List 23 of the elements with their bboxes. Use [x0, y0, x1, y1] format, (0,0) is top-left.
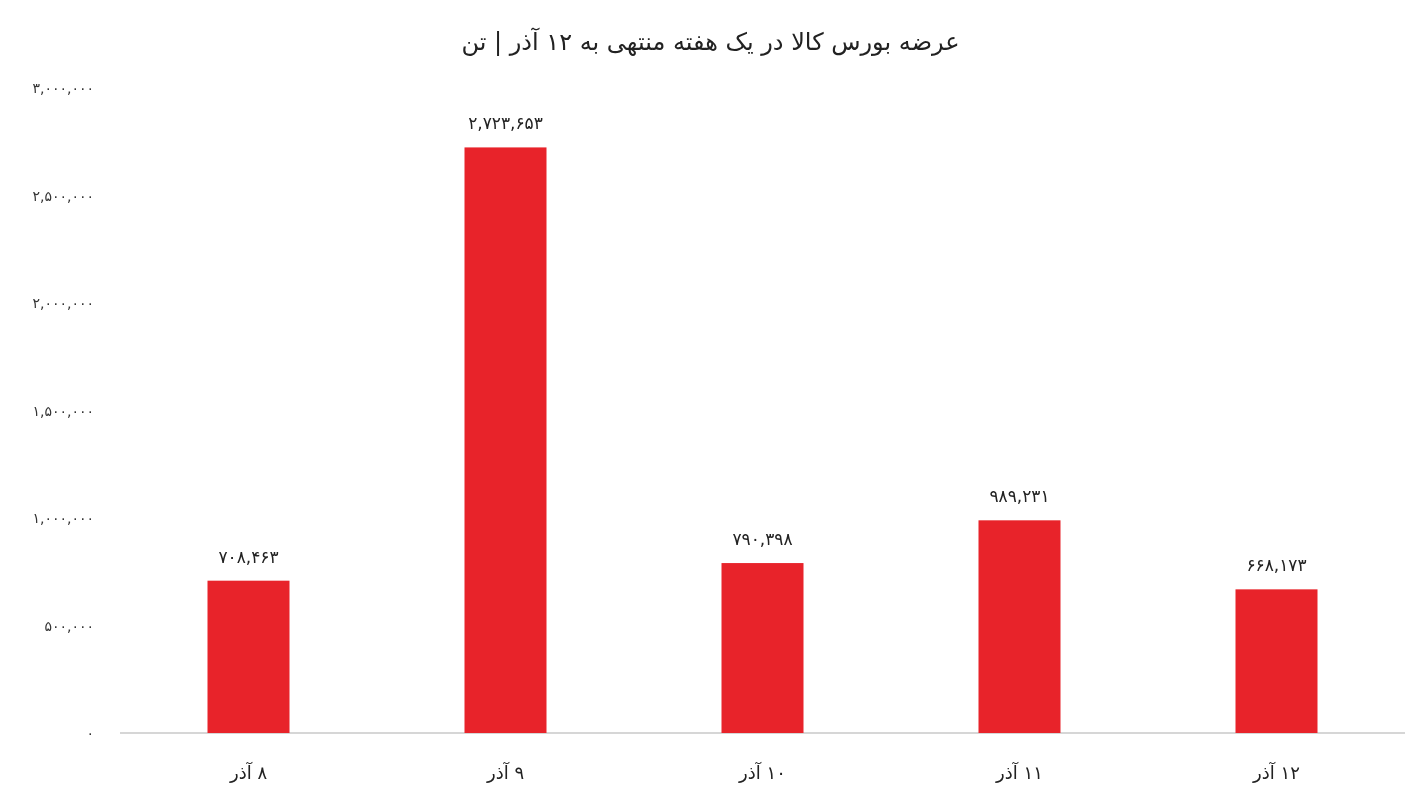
bar [464, 147, 547, 733]
bar [207, 580, 290, 733]
x-tick-label: ۱۰ آذر [738, 761, 786, 783]
y-tick-label: ۵۰۰,۰۰۰ [44, 617, 94, 634]
chart-title: عرضه بورس کالا در یک هفته منتهی به ۱۲ آذر | تن [461, 27, 960, 56]
y-tick-label: ۱,۵۰۰,۰۰۰ [32, 402, 94, 419]
data-label: ۹۸۹,۲۳۱ [989, 486, 1050, 507]
y-tick-label: ۲,۰۰۰,۰۰۰ [32, 295, 94, 311]
x-tick-label: ۹ آذر [485, 761, 525, 783]
y-tick-label: ۲,۵۰۰,۰۰۰ [32, 187, 94, 204]
data-label: ۲,۷۲۳,۶۵۳ [468, 113, 543, 134]
bar [721, 563, 804, 733]
data-label: ۶۶۸,۱۷۳ [1246, 555, 1307, 576]
x-tick-label: ۱۲ آذر [1252, 761, 1300, 783]
y-tick-label: ۳,۰۰۰,۰۰۰ [32, 80, 94, 96]
x-tick-label: ۱۱ آذر [995, 761, 1043, 783]
data-label: ۷۹۰,۳۹۸ [732, 529, 793, 550]
x-tick-label: ۸ آذر [228, 761, 268, 783]
bar [978, 520, 1061, 733]
y-tick-label: ۰ [86, 725, 94, 741]
y-tick-label: ۱,۰۰۰,۰۰۰ [32, 510, 94, 526]
bar [1235, 589, 1318, 733]
data-label: ۷۰۸,۴۶۳ [218, 546, 279, 567]
